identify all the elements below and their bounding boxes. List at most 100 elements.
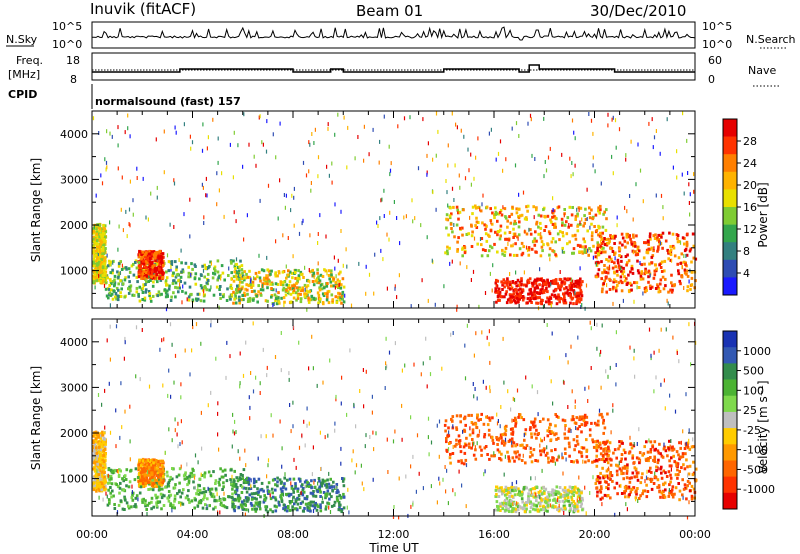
echo-cell bbox=[203, 493, 206, 497]
echo-cell bbox=[289, 292, 293, 296]
echo-cell bbox=[554, 505, 557, 509]
sparse-echo bbox=[383, 188, 385, 193]
sparse-echo bbox=[426, 172, 428, 177]
echo-cell bbox=[269, 272, 272, 276]
echo-cell bbox=[511, 205, 514, 209]
echo-cell bbox=[537, 495, 540, 499]
echo-cell bbox=[576, 495, 580, 499]
colorbar-swatch bbox=[723, 119, 737, 137]
sparse-echo bbox=[283, 303, 285, 308]
echo-cell bbox=[137, 275, 141, 279]
nsearch-label: N.Search bbox=[746, 33, 796, 46]
sparse-echo bbox=[150, 191, 152, 196]
echo-cell bbox=[602, 282, 605, 285]
echo-cell bbox=[551, 249, 554, 253]
echo-cell bbox=[581, 508, 584, 512]
echo-cell bbox=[549, 301, 553, 305]
sparse-echo bbox=[676, 149, 678, 154]
sparse-echo bbox=[414, 216, 416, 221]
sparse-echo bbox=[163, 170, 165, 175]
echo-cell bbox=[204, 267, 207, 270]
echo-cell bbox=[103, 224, 107, 228]
echo-cell bbox=[245, 283, 248, 287]
echo-cell bbox=[613, 253, 616, 256]
echo-cell bbox=[315, 508, 319, 512]
echo-cell bbox=[267, 490, 271, 494]
echo-cell bbox=[465, 443, 468, 447]
echo-cell bbox=[341, 290, 345, 294]
echo-cell bbox=[190, 262, 193, 266]
echo-cell bbox=[96, 454, 99, 458]
echo-cell bbox=[160, 292, 163, 296]
echo-cell bbox=[130, 264, 134, 268]
sparse-echo bbox=[660, 193, 663, 198]
echo-cell bbox=[311, 280, 315, 283]
echo-cell bbox=[182, 474, 186, 478]
echo-cell bbox=[101, 480, 104, 484]
echo-cell bbox=[161, 275, 165, 279]
echo-cell bbox=[310, 298, 313, 302]
echo-cell bbox=[568, 284, 571, 288]
echo-cell bbox=[307, 296, 310, 300]
echo-cell bbox=[232, 301, 235, 305]
echo-cell bbox=[617, 281, 621, 285]
echo-cell bbox=[220, 264, 224, 268]
sparse-echo bbox=[587, 248, 589, 253]
echo-cell bbox=[579, 244, 582, 248]
echo-cell bbox=[576, 299, 579, 303]
echo-cell bbox=[273, 504, 277, 508]
echo-cell bbox=[269, 282, 272, 286]
echo-cell bbox=[144, 290, 147, 294]
echo-cell bbox=[447, 426, 450, 430]
echo-cell bbox=[281, 283, 285, 287]
sparse-echo bbox=[488, 131, 490, 136]
echo-cell bbox=[654, 263, 657, 267]
echo-cell bbox=[339, 270, 342, 274]
echo-cell bbox=[166, 496, 169, 500]
echo-cell bbox=[504, 493, 507, 497]
echo-cell bbox=[520, 282, 523, 286]
sparse-echo bbox=[679, 240, 682, 245]
sparse-echo bbox=[612, 301, 614, 306]
echo-cell bbox=[297, 497, 301, 501]
echo-cell bbox=[566, 496, 570, 499]
echo-cell bbox=[326, 292, 329, 296]
echo-cell bbox=[212, 293, 216, 297]
colorbar-swatch bbox=[723, 242, 737, 261]
echo-cell bbox=[576, 427, 580, 431]
echo-cell bbox=[535, 428, 538, 432]
echo-cell bbox=[198, 499, 202, 503]
sparse-echo bbox=[365, 264, 367, 269]
echo-cell bbox=[688, 481, 691, 485]
echo-cell bbox=[264, 508, 268, 512]
echo-cell bbox=[520, 277, 523, 281]
echo-cell bbox=[177, 279, 180, 283]
echo-cell bbox=[148, 259, 151, 262]
echo-cell bbox=[547, 284, 551, 288]
echo-cell bbox=[584, 207, 587, 211]
sparse-echo bbox=[235, 273, 237, 278]
echo-cell bbox=[161, 487, 164, 491]
sparse-echo bbox=[111, 134, 113, 139]
echo-cell bbox=[202, 490, 205, 494]
echo-cell bbox=[520, 416, 523, 420]
echo-cell bbox=[653, 269, 657, 273]
echo-cell bbox=[241, 477, 245, 481]
sparse-echo bbox=[539, 267, 541, 272]
echo-cell bbox=[326, 478, 329, 482]
echo-cell bbox=[459, 226, 462, 230]
echo-cell bbox=[663, 445, 666, 449]
sparse-echo bbox=[639, 261, 641, 265]
echo-cell bbox=[107, 468, 111, 472]
echo-cell bbox=[141, 250, 145, 254]
echo-cell bbox=[540, 486, 544, 490]
echo-cell bbox=[664, 277, 667, 281]
echo-cell bbox=[307, 279, 310, 283]
echo-cell bbox=[158, 249, 162, 253]
sparse-echo bbox=[121, 263, 123, 268]
echo-cell bbox=[554, 424, 557, 428]
echo-cell bbox=[617, 264, 621, 268]
echo-cell bbox=[685, 269, 689, 273]
echo-cell bbox=[663, 269, 666, 273]
echo-cell bbox=[501, 288, 504, 291]
